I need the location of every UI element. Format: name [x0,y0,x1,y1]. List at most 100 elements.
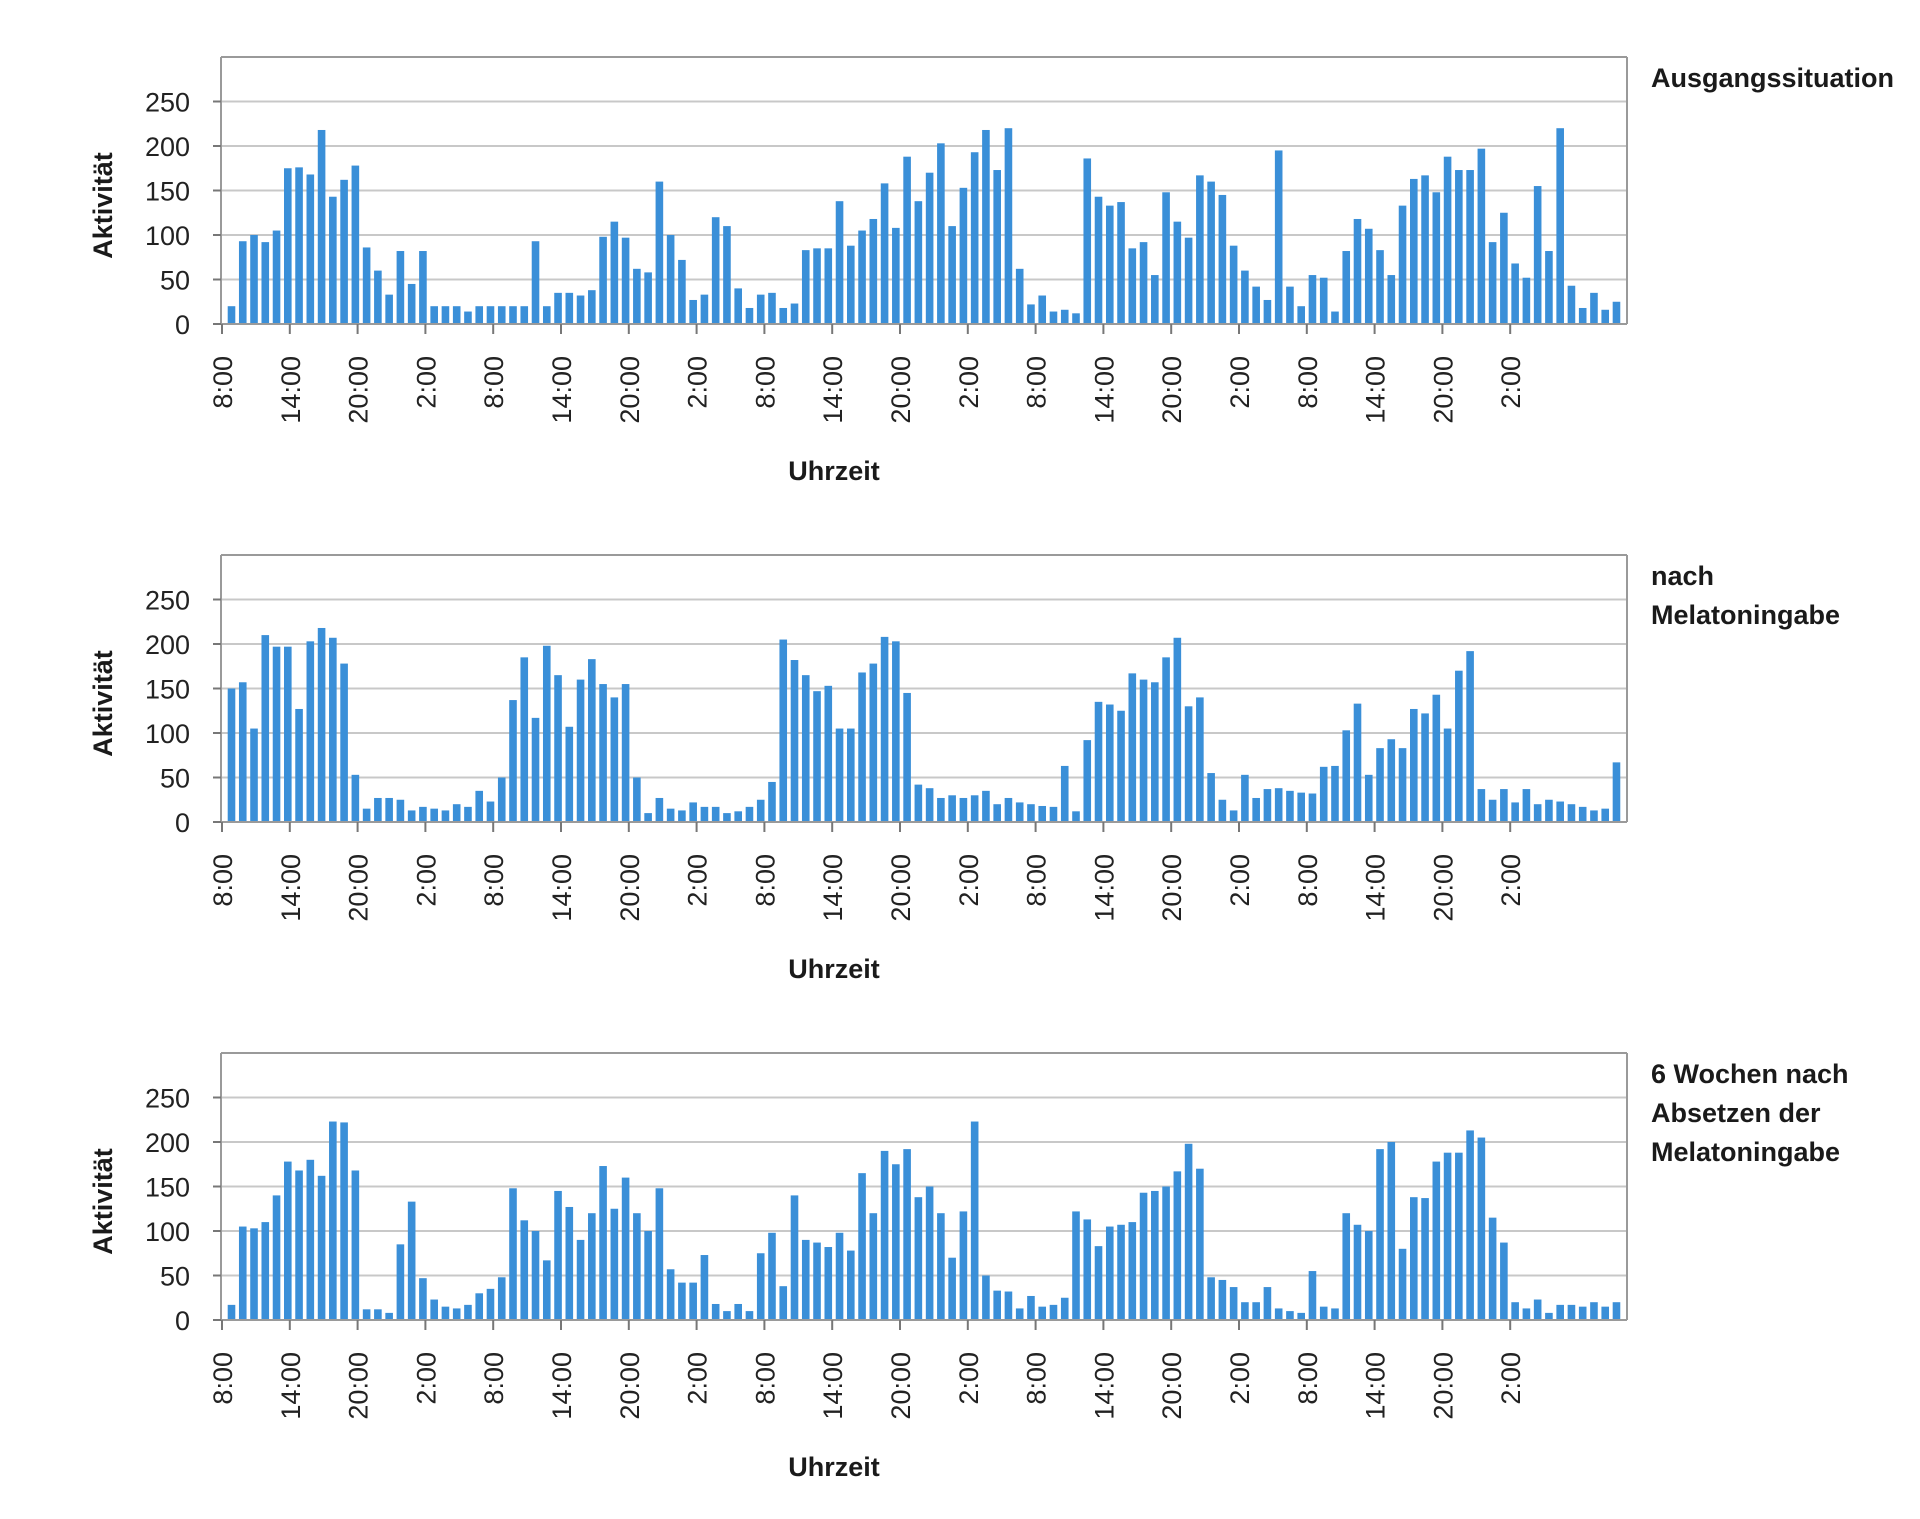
bar [835,1232,844,1320]
bar [1488,1217,1497,1320]
x-tick-label: 8:00 [750,1352,780,1405]
bar [633,268,641,324]
bar [835,201,844,324]
x-tick-label: 14:00 [547,356,577,424]
bar [576,1239,585,1320]
bar [272,646,281,822]
x-tick-label: 20:00 [615,1352,645,1420]
bar [1319,766,1328,822]
x-tick-label: 2:00 [1225,356,1255,409]
bar [801,250,810,324]
y-tick-label: 150 [145,675,190,705]
x-tick-label: 20:00 [1428,854,1458,922]
bar [1094,1246,1103,1320]
bar [261,1222,270,1320]
bar [970,152,979,324]
bar [430,306,438,324]
bar [1488,242,1497,324]
bar [1207,773,1215,822]
bar [1263,789,1272,822]
bar [914,201,923,324]
bar [1015,802,1024,822]
bar [1004,1291,1013,1320]
bar [1049,1304,1058,1320]
bar [1038,1306,1047,1320]
bar [1455,670,1463,822]
bar [1297,1312,1305,1320]
bar [1353,218,1362,324]
bar [227,1304,236,1320]
bar [1455,170,1463,324]
chart-panel-1: 0 50 100 150 200 250 8:00 14:00 20:00 2:00 8:00 14:… [88,56,1894,486]
bar [306,174,315,324]
bar [284,646,292,822]
x-tick-label: 8:00 [479,854,509,907]
bar [1545,799,1553,822]
bar [644,813,652,822]
chart-panel-3: 0 50 100 150 200 250 8:00 14:00 20:00 2:00 8:00 14:… [88,1052,1849,1482]
bar [396,1244,405,1320]
bar [1297,306,1305,324]
x-tick-label: 8:00 [208,854,238,907]
bar [779,639,788,822]
bar [993,1290,1001,1320]
bar [1353,1224,1362,1320]
x-tick-label: 20:00 [1157,1352,1187,1420]
bar [1151,682,1159,822]
bar [238,682,247,822]
bar [317,1175,326,1320]
bar [599,684,607,822]
bar [396,251,405,324]
bar [1252,1302,1260,1320]
bar [937,1213,945,1320]
bar [1038,805,1047,822]
bar [993,170,1001,324]
bar [340,663,348,822]
bar [1128,673,1137,822]
bar [475,306,484,324]
y-axis-title: Aktivität [88,1148,118,1255]
bar [1398,1248,1407,1320]
bar [554,1190,562,1320]
bar [385,797,393,822]
x-tick-label: 14:00 [1089,356,1119,424]
x-tick-label: 14:00 [1361,356,1391,424]
bar [779,1286,788,1320]
bar [1162,1186,1170,1320]
bar [937,143,945,324]
bar [250,728,258,822]
bar [1151,275,1159,324]
bar [982,129,990,324]
bar [858,672,866,822]
panel-title-line: nach [1651,561,1714,591]
bar [329,196,337,324]
bar [441,306,450,324]
bar [970,795,979,822]
bar [1421,175,1429,324]
y-tick-label: 150 [145,1173,190,1203]
bar [1060,1297,1069,1320]
bar [1376,748,1384,822]
bar [1477,1137,1486,1320]
bar [385,1312,393,1320]
bar [588,659,596,822]
x-tick-label: 20:00 [1157,356,1187,424]
bar [1274,150,1283,324]
bar [824,248,833,324]
bar [520,657,529,822]
bar [1128,248,1137,324]
x-axis-title: Uhrzeit [788,456,880,486]
bar [250,1228,258,1320]
bar [475,1293,484,1320]
bar [374,797,382,822]
x-tick-label: 8:00 [750,854,780,907]
bar [756,1253,765,1320]
x-tick-label: 2:00 [683,1352,713,1405]
bar [1387,739,1396,822]
x-tick-label: 8:00 [1022,854,1052,907]
x-tick-label: 20:00 [344,356,374,424]
bar [768,1232,776,1320]
bar [948,1257,956,1320]
bar [813,691,821,822]
bar [1364,774,1373,822]
